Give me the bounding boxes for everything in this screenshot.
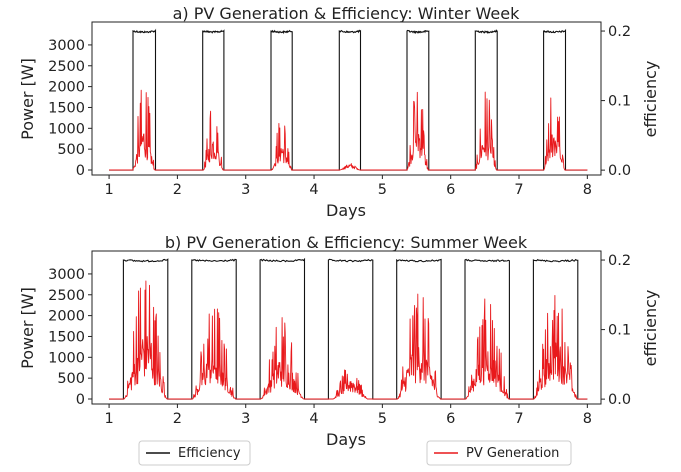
x-tick-label: 4 (309, 411, 318, 427)
y-tick-label: 2000 (48, 80, 85, 96)
y2-tick-label: 0.2 (608, 253, 631, 269)
x-tick-label: 6 (446, 411, 455, 427)
pv-generation-line (109, 280, 588, 400)
panel-summer: b) PV Generation & Efficiency: Summer We… (18, 233, 660, 449)
legend-pv-label: PV Generation (466, 446, 559, 461)
y-tick-label: 2000 (48, 309, 85, 325)
x-tick-label: 5 (378, 411, 387, 427)
legend-efficiency-label: Efficiency (178, 446, 241, 461)
y2-tick-label: 0.0 (608, 392, 631, 408)
panel-summer-title: b) PV Generation & Efficiency: Summer We… (165, 233, 528, 252)
y-tick-label: 1000 (48, 350, 85, 366)
efficiency-line (109, 257, 588, 400)
panel-winter-title: a) PV Generation & Efficiency: Winter We… (173, 4, 521, 23)
x-tick-label: 5 (378, 182, 387, 198)
legend-pv-box (426, 440, 572, 466)
y-tick-label: 500 (57, 142, 85, 158)
panel-summer-series (109, 257, 588, 400)
y2-tick-label: 0.0 (608, 163, 631, 179)
y2-tick-label: 0.1 (608, 94, 631, 110)
panel-winter-series (109, 28, 588, 171)
y-tick-label: 1500 (48, 100, 85, 116)
y-tick-label: 1500 (48, 329, 85, 345)
y-tick-label: 500 (57, 371, 85, 387)
y2-tick-label: 0.1 (608, 323, 631, 339)
x-tick-label: 2 (173, 411, 182, 427)
y-tick-label: 0 (76, 392, 85, 408)
x-tick-label: 7 (514, 411, 523, 427)
legend-pv: PV Generation (426, 440, 572, 466)
panel-winter: a) PV Generation & Efficiency: Winter We… (18, 4, 660, 220)
y-tick-label: 3000 (48, 38, 85, 54)
x-tick-label: 3 (241, 182, 250, 198)
panel-winter-ticks: 1 2 3 4 5 6 7 8 0 500 1000 1500 2000 2500 3000 0.0 0.1 0.… (48, 24, 631, 198)
x-tick-label: 3 (241, 411, 250, 427)
x-tick-label: 8 (583, 182, 592, 198)
panel-winter-frame (91, 21, 602, 176)
y-tick-label: 3000 (48, 267, 85, 283)
panel-summer-frame (91, 250, 602, 405)
efficiency-line (109, 28, 588, 171)
legend-efficiency: Efficiency (138, 440, 251, 466)
y-tick-label: 2500 (48, 288, 85, 304)
legend-efficiency-box (138, 440, 251, 466)
x-tick-label: 1 (104, 182, 113, 198)
y2-tick-label: 0.2 (608, 24, 631, 40)
panel-winter-xlabel: Days (326, 201, 366, 220)
x-tick-label: 6 (446, 182, 455, 198)
pv-generation-line (109, 89, 588, 171)
x-tick-label: 4 (309, 182, 318, 198)
panel-winter-y2label: efficiency (641, 61, 660, 138)
panel-summer-ylabel: Power [W] (18, 287, 37, 369)
panel-summer-xlabel: Days (326, 430, 366, 449)
x-tick-label: 7 (514, 182, 523, 198)
y-tick-label: 1000 (48, 121, 85, 137)
panel-winter-ylabel: Power [W] (18, 58, 37, 140)
x-tick-label: 8 (583, 411, 592, 427)
y-tick-label: 0 (76, 163, 85, 179)
y-tick-label: 2500 (48, 59, 85, 75)
x-tick-label: 2 (173, 182, 182, 198)
panel-summer-y2label: efficiency (641, 290, 660, 367)
x-tick-label: 1 (104, 411, 113, 427)
panel-summer-ticks: 1 2 3 4 5 6 7 8 0 500 1000 1500 2000 2500 3000 0.0 0.1 0.… (48, 253, 631, 427)
